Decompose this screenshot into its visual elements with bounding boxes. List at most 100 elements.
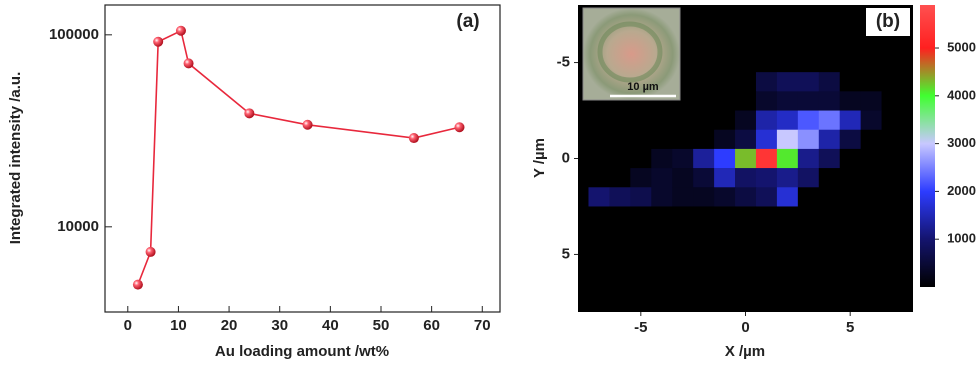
heatmap-cell (693, 283, 715, 303)
heatmap-cell (818, 72, 841, 92)
heatmap-cell (839, 206, 861, 226)
heatmap-cell (818, 110, 841, 131)
heatmap-cell (714, 72, 736, 92)
heatmap-cell (797, 14, 820, 35)
heatmap-cell (672, 110, 694, 131)
data-point (408, 133, 419, 144)
colorbar-tick-label: 3000 (947, 135, 976, 150)
heatmap-cell (714, 129, 736, 150)
heatmap-cell (797, 72, 820, 92)
heatmap-cell (651, 283, 673, 303)
heatmap-cell (755, 72, 778, 92)
heatmap-cell (609, 110, 631, 131)
heatmap-cell (755, 33, 778, 54)
heatmap-cell (693, 225, 715, 246)
heatmap-cell (881, 264, 903, 284)
heatmap-cell (776, 264, 799, 284)
heatmap-cell (797, 244, 820, 265)
x-tick-label: 5 (846, 319, 854, 336)
heatmap-cell (609, 187, 631, 207)
heatmap-cell (818, 148, 841, 169)
heatmap-cell (651, 168, 673, 188)
heatmap-cell (609, 264, 631, 284)
heatmap-cell (651, 225, 673, 246)
heatmap-cell (714, 110, 736, 131)
x-tick-label: 50 (373, 317, 390, 334)
heatmap-cell (735, 52, 757, 73)
heatmap-cell (693, 148, 715, 169)
heatmap-cell (860, 91, 882, 111)
heatmap-cell (755, 110, 778, 131)
heatmap-cell (881, 148, 903, 169)
heatmap-cell (818, 206, 841, 226)
heatmap-cell (714, 283, 736, 303)
heatmap-cell (693, 206, 715, 226)
heatmap-cell (588, 168, 610, 188)
heatmap-cell (860, 264, 882, 284)
data-point (132, 279, 143, 290)
heatmap-cells (588, 14, 903, 303)
heatmap-cell (714, 225, 736, 246)
heatmap-cell (839, 283, 861, 303)
heatmap-cell (839, 110, 861, 131)
heatmap-cell (755, 244, 778, 265)
heatmap-cell (839, 129, 861, 150)
heatmap-cell (588, 148, 610, 169)
heatmap-cell (755, 187, 778, 207)
x-tick-label: -5 (634, 319, 647, 336)
x-tick-label: 30 (271, 317, 288, 334)
heatmap-cell (839, 187, 861, 207)
data-point (454, 122, 465, 133)
heatmap-cell (755, 283, 778, 303)
heatmap-cell (860, 187, 882, 207)
heatmap-cell (860, 72, 882, 92)
y-axis-label: Integrated intensity /a.u. (7, 72, 24, 245)
heatmap-cell (588, 110, 610, 131)
heatmap-cell (714, 206, 736, 226)
x-axis-label: X /µm (725, 343, 765, 360)
heatmap-cell (693, 91, 715, 111)
heatmap-cell (797, 283, 820, 303)
heatmap-cell (881, 72, 903, 92)
heatmap-cell (839, 91, 861, 111)
scale-bar-label: 10 µm (627, 81, 659, 93)
heatmap-cell (776, 283, 799, 303)
x-tick-label: 0 (124, 317, 132, 334)
data-line (137, 29, 460, 285)
heatmap-cell (651, 148, 673, 169)
heatmap-cell (693, 110, 715, 131)
heatmap-cell (588, 225, 610, 246)
heatmap-cell (797, 187, 820, 207)
heatmap-cell (881, 129, 903, 150)
heatmap-cell (735, 187, 757, 207)
heatmap-cell (714, 264, 736, 284)
heatmap-cell (755, 129, 778, 150)
heatmap-cell (776, 206, 799, 226)
heatmap-cell (588, 206, 610, 226)
heatmap-cell (714, 91, 736, 111)
panel-label-box (866, 8, 910, 36)
heatmap-cell (776, 244, 799, 265)
heatmap-cell (818, 187, 841, 207)
heatmap-cell (714, 244, 736, 265)
heatmap-cell (776, 168, 799, 188)
heatmap-cell (693, 14, 715, 35)
heatmap-cell (693, 72, 715, 92)
heatmap-cell (797, 33, 820, 54)
x-axis-label: Au loading amount /wt% (215, 343, 389, 360)
heatmap-cell (776, 110, 799, 131)
heatmap-cell (839, 225, 861, 246)
heatmap-cell (735, 33, 757, 54)
heatmap-cell (735, 283, 757, 303)
heatmap-cell (860, 148, 882, 169)
heatmap-cell (609, 148, 631, 169)
heatmap-cell (693, 187, 715, 207)
colorbar-tick-label: 5000 (947, 39, 976, 54)
heatmap-cell (860, 225, 882, 246)
heatmap-cell (735, 14, 757, 35)
plot-frame (104, 4, 501, 313)
heatmap-cell (693, 129, 715, 150)
heatmap-cell (755, 14, 778, 35)
x-tick-label: 40 (322, 317, 339, 334)
